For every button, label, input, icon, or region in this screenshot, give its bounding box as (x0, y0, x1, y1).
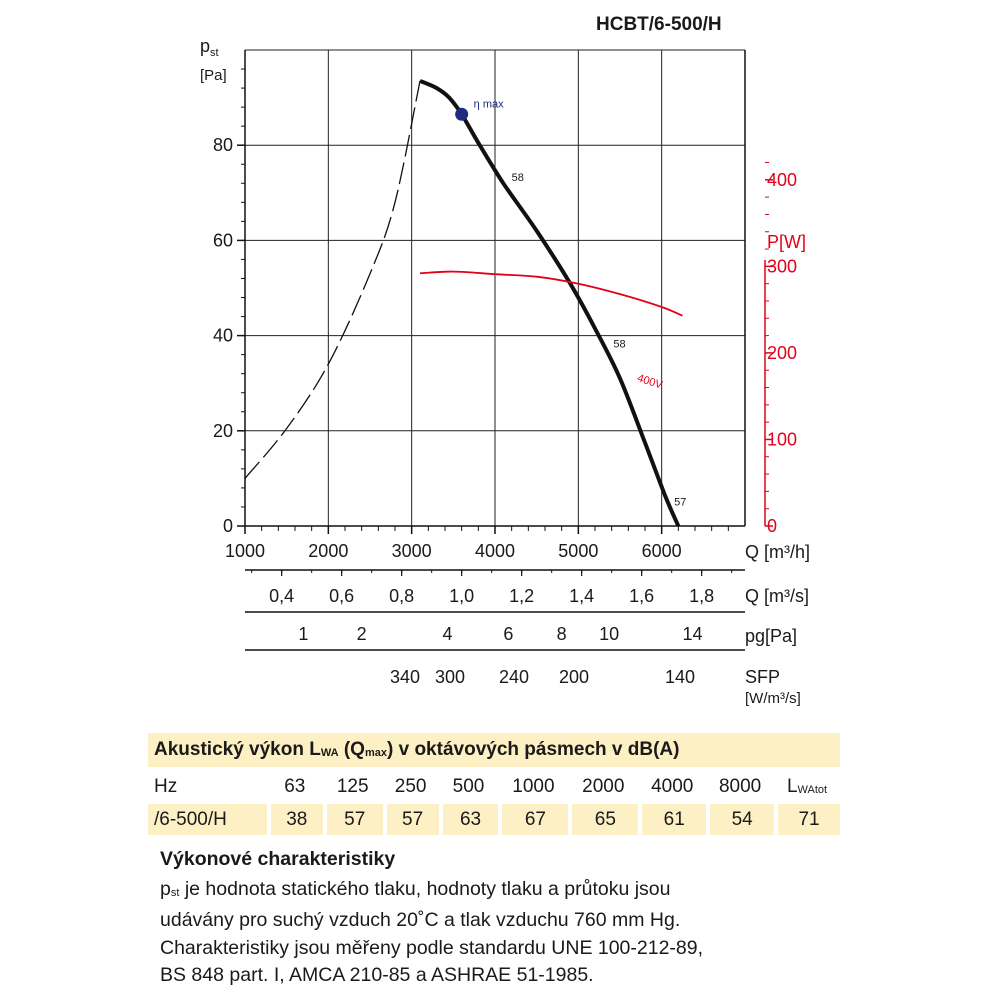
chart-axes (237, 50, 773, 651)
y-tick-label: 80 (213, 135, 233, 155)
scale-q-label: 0,8 (389, 586, 414, 606)
y2-axis-label: P[W] (767, 232, 806, 252)
x-tick-label: 6000 (642, 541, 682, 561)
x-tick-label: 1000 (225, 541, 265, 561)
acoustic-value: 38 (270, 804, 323, 835)
frequency-header: 63 (284, 776, 306, 797)
performance-title: Výkonové charakteristiky (160, 848, 396, 870)
frequency-header: 500 (452, 776, 485, 797)
scale-sfp-label: 300 (435, 667, 465, 687)
scale-pg-label: 8 (557, 624, 567, 644)
x-axis-label: Q [m³/h] (745, 542, 810, 562)
x-tick-label: 3000 (392, 541, 432, 561)
acoustic-values-row: /6-500/H 38 57 57 63 67 65 61 54 71 (148, 804, 841, 835)
scale-pg-unit: pg[Pa] (745, 626, 797, 646)
eta-max-label: η max (474, 98, 504, 110)
scale-pg-label: 2 (357, 624, 367, 644)
performance-line-4: BS 848 part. I, AMCA 210-85 a ASHRAE 51-… (160, 964, 594, 986)
y2-tick-label: 100 (767, 429, 797, 449)
scale-q-label: 0,6 (329, 586, 354, 606)
acoustic-table: Akustický výkon LWA (Qmax) v oktávových … (148, 733, 841, 835)
frequency-header: 4000 (651, 776, 694, 797)
scale-pg-label: 4 (442, 624, 452, 644)
chart-labels: 0 20 40 60 80 0 100 200 300 400 1000 2000 3000 4000 50… (200, 36, 810, 707)
scale-sfp-label: 140 (665, 667, 695, 687)
model-title: HCBT/6-500/H (596, 14, 722, 35)
acoustic-value: 57 (386, 804, 439, 835)
acoustic-value: 65 (572, 804, 639, 835)
acoustic-value: 57 (326, 804, 383, 835)
scale-q-label: 1,0 (449, 586, 474, 606)
frequency-header: 1000 (512, 776, 555, 797)
scale-q-label: 1,2 (509, 586, 534, 606)
acoustic-value: 54 (710, 804, 775, 835)
y-axis-unit: [Pa] (200, 67, 227, 84)
performance-line-3: Charakteristiky jsou měřeny podle standa… (160, 936, 704, 959)
scale-pg-label: 10 (599, 624, 619, 644)
curve-annotation: 58 (613, 339, 625, 351)
y-tick-label: 40 (213, 326, 233, 346)
frequency-header: 8000 (718, 776, 762, 797)
scale-sfp-unit: SFP (745, 667, 780, 687)
y-tick-label: 60 (213, 230, 233, 250)
scale-q-label: 1,4 (569, 586, 594, 606)
x-tick-label: 2000 (308, 541, 348, 561)
y2-tick-label: 200 (767, 343, 797, 363)
scale-sfp-label: 340 (390, 667, 420, 687)
y-tick-label: 0 (223, 516, 233, 536)
acoustic-frequency-row: Hz 63 125 250 500 1000 2000 4000 8000 LWAtot (148, 771, 840, 802)
chart-curves (244, 79, 683, 527)
acoustic-value: 63 (442, 804, 499, 835)
curve-annotation: 57 (674, 497, 686, 509)
performance-line-2: udávány pro suchý vzduch 20˚C a tlak vzd… (160, 909, 681, 931)
scale-sfp-unit-2: [W/m³/s] (745, 690, 801, 707)
power-curve-400v (419, 270, 683, 317)
curve-annotation: 400V (636, 372, 665, 392)
scale-q-unit: Q [m³/s] (745, 586, 809, 606)
y-tick-label: 20 (213, 421, 233, 441)
performance-line-1: pst je hodnota statického tlaku, hodnoty… (160, 877, 671, 900)
scale-pg-label: 1 (298, 624, 308, 644)
acoustic-value: 67 (502, 804, 569, 835)
stall-curve-dashed (244, 80, 421, 479)
scale-sfp-label: 240 (499, 667, 529, 687)
acoustic-value: 71 (778, 804, 841, 835)
x-tick-label: 4000 (475, 541, 515, 561)
model-row-label: /6-500/H (148, 804, 267, 835)
y-axis-label: pst (200, 36, 219, 59)
fan-curve-chart: 0 20 40 60 80 0 100 200 300 400 1000 2000 3000 4000 50… (200, 36, 810, 707)
scale-q-label: 1,8 (689, 586, 714, 606)
chart-grid (244, 49, 746, 526)
frequency-header: 250 (394, 776, 427, 797)
acoustic-value: 61 (642, 804, 707, 835)
hz-label: Hz (154, 776, 178, 797)
y2-tick-label: 300 (767, 256, 797, 276)
lwa-total-header: LWAtot (786, 776, 828, 797)
scale-pg-label: 14 (682, 624, 702, 644)
y2-tick-label: 0 (767, 516, 777, 536)
frequency-header: 2000 (582, 776, 625, 797)
eta-max-point (455, 107, 469, 121)
x-tick-label: 5000 (558, 541, 598, 561)
acoustic-title: Akustický výkon LWA (Qmax) v oktávových … (148, 733, 840, 767)
scale-q-label: 1,6 (629, 586, 654, 606)
pressure-curve (419, 79, 681, 527)
y2-tick-label: 400 (767, 170, 797, 190)
scale-q-label: 0,4 (269, 586, 294, 606)
curve-annotation: 58 (512, 172, 524, 184)
scale-pg-label: 6 (503, 624, 513, 644)
frequency-header: 125 (336, 776, 369, 797)
performance-notes: Výkonové charakteristiky pst je hodnota … (160, 846, 840, 990)
scale-sfp-label: 200 (559, 667, 589, 687)
